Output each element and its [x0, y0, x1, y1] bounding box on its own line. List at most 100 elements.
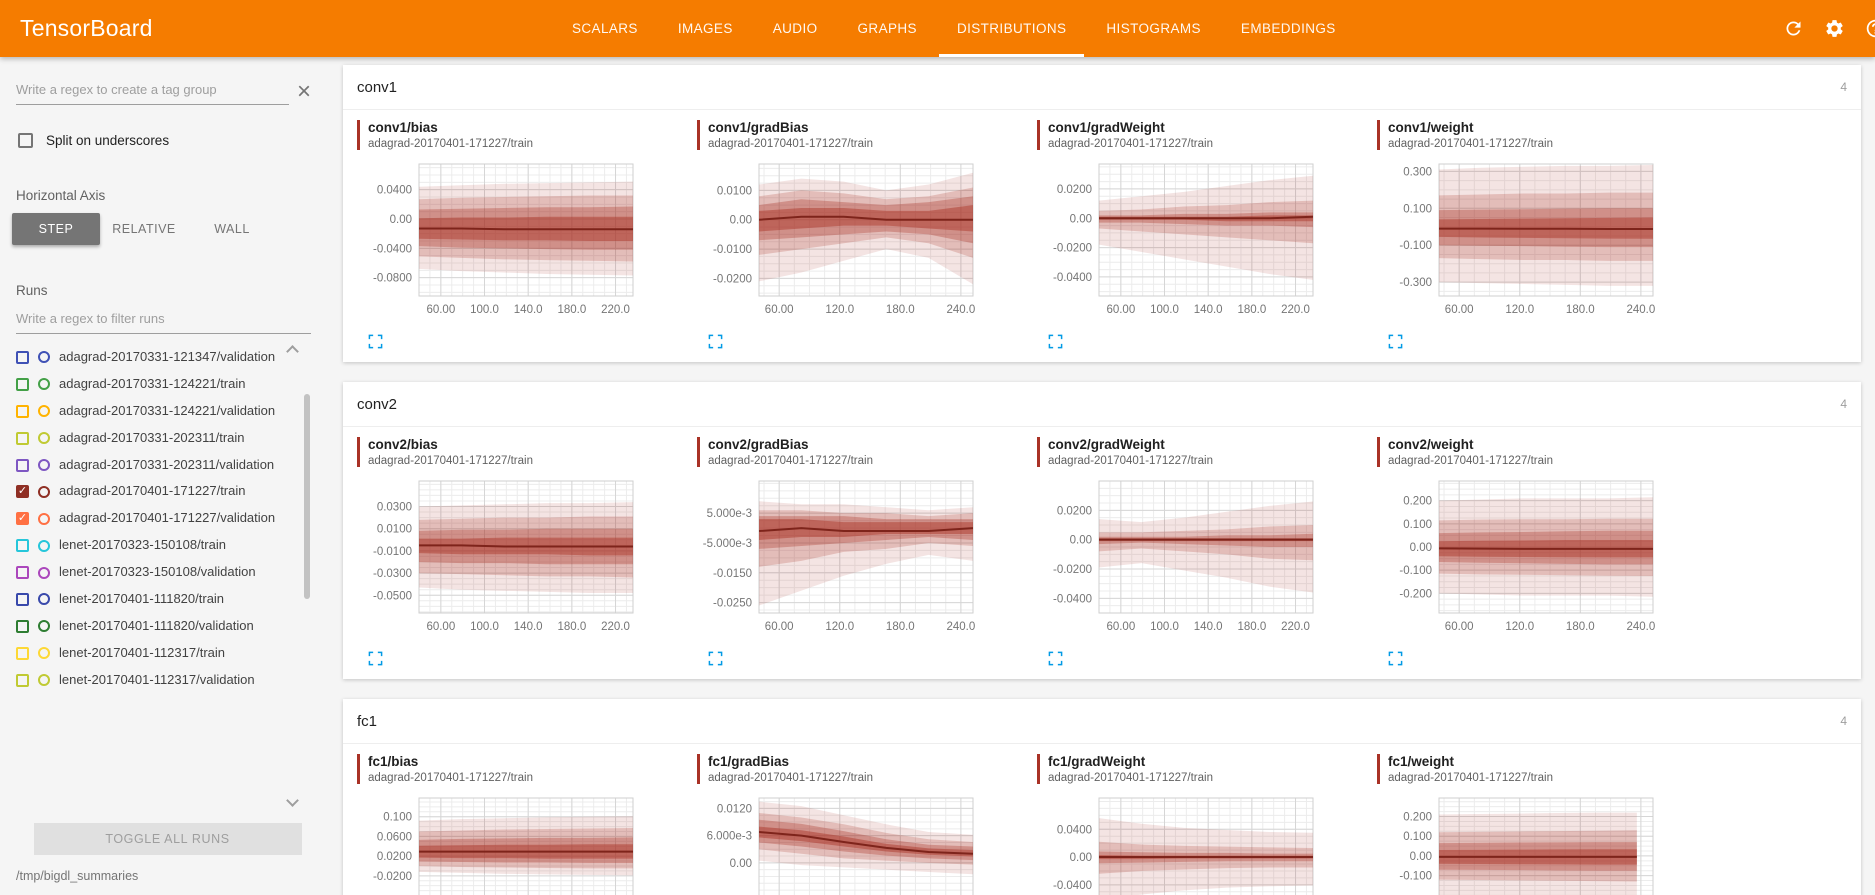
- run-color-circle[interactable]: [38, 593, 50, 606]
- svg-text:0.200: 0.200: [1403, 812, 1432, 824]
- run-color-circle[interactable]: [38, 378, 50, 391]
- horizontal-axis-label: Horizontal Axis: [16, 188, 106, 203]
- tab-images[interactable]: IMAGES: [677, 21, 733, 36]
- tab-distributions[interactable]: DISTRIBUTIONS: [937, 0, 1086, 57]
- category-header-fc1[interactable]: fc1 4: [343, 699, 1861, 743]
- distribution-chart[interactable]: 0.04000.00-0.040060.00100.0140.0180.0220…: [1035, 792, 1347, 895]
- run-color-circle[interactable]: [38, 405, 50, 418]
- run-item[interactable]: adagrad-20170331-202311/train: [16, 425, 287, 452]
- distribution-chart[interactable]: 0.0300 0.0100 -0.0100 -0.0300 -0.0500 60.00 10…: [355, 475, 667, 643]
- run-color-circle[interactable]: [38, 674, 50, 687]
- run-item[interactable]: lenet-20170401-112317/train: [16, 640, 287, 667]
- run-checkbox[interactable]: [16, 619, 29, 633]
- tag-regex-input[interactable]: [16, 77, 289, 105]
- axis-mode-step-button[interactable]: STEP: [12, 213, 100, 245]
- split-underscores-checkbox[interactable]: [18, 133, 33, 148]
- run-name: adagrad-20170331-121347/validation: [59, 349, 276, 364]
- category-title: fc1: [357, 712, 378, 730]
- tab-scalars[interactable]: SCALARS: [572, 21, 638, 36]
- run-color-circle[interactable]: [38, 459, 50, 471]
- chart-tile: conv1/bias adagrad-20170401-171227/train 0…: [355, 116, 695, 360]
- expand-chart-button[interactable]: [1388, 334, 1403, 352]
- run-checkbox[interactable]: [16, 539, 29, 553]
- run-color-circle[interactable]: [38, 432, 50, 445]
- category-header-conv2[interactable]: conv2 4: [343, 382, 1861, 426]
- expand-chart-button[interactable]: [1048, 334, 1063, 352]
- run-checkbox[interactable]: [16, 673, 29, 687]
- run-checkbox[interactable]: [16, 646, 29, 660]
- close-icon[interactable]: ×: [296, 78, 311, 105]
- chart-actions: [368, 651, 695, 669]
- distribution-chart[interactable]: 0.0200 0.00 -0.0200 -0.0400 60.00 100.0 140.0 1…: [1035, 475, 1347, 643]
- runs-filter-input[interactable]: [16, 306, 311, 334]
- expand-chart-button[interactable]: [368, 334, 383, 352]
- chart-run-label: adagrad-20170401-171227/train: [368, 455, 533, 467]
- run-item[interactable]: adagrad-20170331-121347/validation: [16, 344, 287, 371]
- run-color-circle[interactable]: [38, 485, 50, 498]
- toggle-all-runs-button[interactable]: TOGGLE ALL RUNS: [33, 823, 302, 855]
- run-color-circle[interactable]: [38, 351, 50, 364]
- scroll-up-icon[interactable]: [286, 345, 299, 358]
- axis-mode-wall-button[interactable]: WALL: [214, 222, 250, 236]
- run-item[interactable]: adagrad-20170331-124221/train: [16, 371, 287, 398]
- refresh-icon[interactable]: [1783, 18, 1804, 39]
- expand-chart-button[interactable]: [1048, 651, 1063, 669]
- run-checkbox[interactable]: [16, 592, 29, 606]
- svg-text:-0.0150: -0.0150: [713, 568, 752, 580]
- expand-chart-button[interactable]: [368, 651, 383, 669]
- run-checkbox[interactable]: ✓: [16, 512, 29, 526]
- help-icon[interactable]: [1865, 18, 1875, 39]
- distribution-chart[interactable]: 0.300 0.100 -0.100 -0.300 60.00 120.0 180.0 240…: [1375, 158, 1687, 326]
- category-header-conv1[interactable]: conv1 4: [343, 65, 1861, 109]
- run-item[interactable]: ✓ adagrad-20170401-171227/validation: [16, 505, 287, 532]
- tab-histograms[interactable]: HISTOGRAMS: [1106, 21, 1201, 36]
- run-checkbox[interactable]: ✓: [16, 485, 29, 499]
- run-item[interactable]: adagrad-20170331-124221/validation: [16, 398, 287, 425]
- run-color-circle[interactable]: [38, 512, 50, 525]
- run-item[interactable]: lenet-20170401-112317/validation: [16, 667, 287, 694]
- distribution-chart[interactable]: 0.200 0.100 0.00 -0.100 -0.200 60.00 120.0 180.…: [1375, 475, 1687, 643]
- run-item[interactable]: lenet-20170401-111820/validation: [16, 613, 287, 640]
- run-color-circle[interactable]: [38, 566, 50, 579]
- runs-scrollbar-thumb[interactable]: [304, 394, 310, 599]
- expand-chart-button[interactable]: [708, 334, 723, 352]
- run-item[interactable]: lenet-20170323-150108/train: [16, 532, 287, 559]
- tab-graphs[interactable]: GRAPHS: [857, 21, 917, 36]
- run-item[interactable]: lenet-20170323-150108/validation: [16, 559, 287, 586]
- run-checkbox[interactable]: [16, 566, 29, 580]
- run-color-circle[interactable]: [38, 647, 50, 660]
- distribution-chart[interactable]: 0.0200 0.00 -0.0200 -0.0400 60.00 100.0 140.0 1…: [1035, 158, 1347, 326]
- tab-embeddings[interactable]: EMBEDDINGS: [1240, 21, 1336, 36]
- run-item[interactable]: adagrad-20170331-202311/validation: [16, 452, 287, 479]
- distribution-chart[interactable]: 0.1000.06000.0200-0.020060.00100.0140.01…: [355, 792, 667, 895]
- run-item[interactable]: ✓ adagrad-20170401-171227/train: [16, 478, 287, 505]
- distribution-chart[interactable]: 0.0400 0.00 -0.0400 -0.0800 60.00 100.0 140.0 1…: [355, 158, 667, 326]
- expand-icon: [1048, 334, 1063, 349]
- svg-text:180.0: 180.0: [1566, 621, 1595, 633]
- svg-text:100.0: 100.0: [470, 304, 499, 316]
- run-color-circle[interactable]: [38, 539, 50, 552]
- distribution-chart[interactable]: 0.0100 0.00 -0.0100 -0.0200 60.00 120.0 180.0 2…: [695, 158, 1007, 326]
- split-underscores-option[interactable]: Split on underscores: [18, 133, 319, 148]
- run-color-circle[interactable]: [38, 620, 50, 633]
- expand-chart-button[interactable]: [1388, 651, 1403, 669]
- runs-label: Runs: [16, 283, 48, 298]
- distribution-chart[interactable]: 5.000e-3 -5.000e-3 -0.0150 -0.0250 60.00 120.…: [695, 475, 1007, 643]
- run-item[interactable]: lenet-20170401-111820/train: [16, 586, 287, 613]
- svg-text:180.0: 180.0: [557, 621, 586, 633]
- tab-audio[interactable]: AUDIO: [772, 21, 818, 36]
- chart-title: conv2/gradWeight: [1048, 437, 1165, 452]
- settings-gear-icon[interactable]: [1824, 18, 1845, 39]
- run-checkbox[interactable]: [16, 458, 29, 472]
- run-checkbox[interactable]: [16, 350, 29, 364]
- expand-chart-button[interactable]: [708, 651, 723, 669]
- run-checkbox[interactable]: [16, 404, 29, 418]
- run-checkbox[interactable]: [16, 431, 29, 445]
- chart-run-label: adagrad-20170401-171227/train: [1048, 455, 1213, 467]
- chart-title: conv1/bias: [368, 120, 438, 135]
- axis-mode-relative-button[interactable]: RELATIVE: [112, 222, 176, 236]
- run-checkbox[interactable]: [16, 377, 29, 391]
- scroll-down-icon[interactable]: [286, 794, 299, 807]
